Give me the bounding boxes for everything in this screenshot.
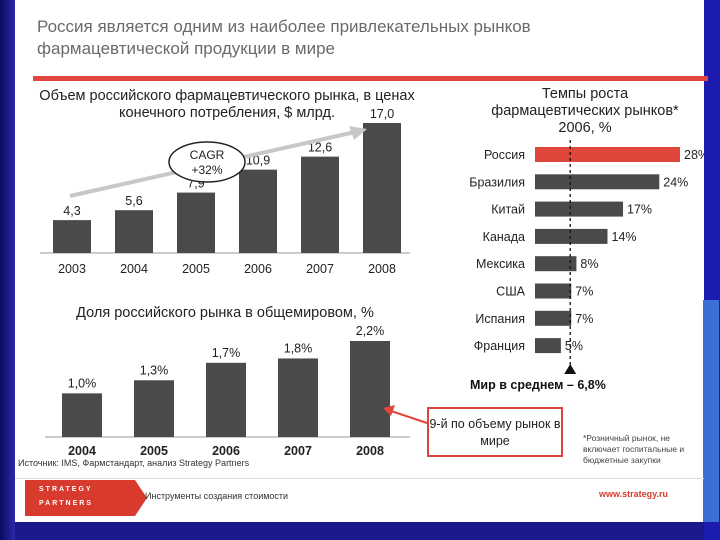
- chart3-value-label: 28%: [684, 148, 704, 162]
- chart2-value-label: 2,2%: [356, 324, 385, 338]
- chart2-bar: [206, 362, 246, 437]
- chart1-category-label: 2004: [120, 262, 148, 276]
- chart1-value-label: 4,3: [63, 204, 80, 218]
- chart2-bar: [278, 358, 318, 437]
- chart3-category-label: Бразилия: [469, 175, 525, 189]
- source-note: Источник: IMS, Фармстандарт, анализ Stra…: [18, 458, 250, 468]
- chart3-value-label: 7%: [575, 312, 593, 326]
- chart2-bar: [62, 393, 102, 437]
- chart2-value-label: 1,7%: [212, 346, 241, 360]
- chart2-value-label: 1,3%: [140, 363, 169, 377]
- footnote: *Розничный рынок, не включает госпитальн…: [583, 433, 685, 465]
- chart2-category-label: 2007: [284, 444, 312, 458]
- chart3-bar: [535, 256, 577, 272]
- chart2-value-label: 1,0%: [68, 376, 97, 390]
- chart3-value-label: 8%: [580, 257, 598, 271]
- chart1-bar: [239, 169, 277, 253]
- chart2-bar: [350, 341, 390, 437]
- chart3-title: Темпы роста фармацевтических рынков* 200…: [491, 86, 679, 136]
- chart1-value-label: 12,6: [308, 141, 332, 155]
- chart3-category-label: Мексика: [476, 257, 525, 271]
- chart3-reference-marker: [564, 364, 577, 374]
- chart3-category-label: Испания: [475, 312, 525, 326]
- chart3-bar: [535, 201, 624, 217]
- footer: [15, 478, 704, 521]
- chart3-bar: [535, 338, 561, 354]
- chart1-bar: [363, 123, 401, 253]
- chart3-value-label: 7%: [575, 285, 593, 299]
- chart2-category-label: 2008: [356, 444, 384, 458]
- logo-arrow: [135, 480, 147, 516]
- chart2-bar: [134, 380, 174, 437]
- cagr-label-line2: +32%: [191, 163, 222, 177]
- chart1-bar: [53, 220, 91, 253]
- chart3-bar: [535, 228, 608, 244]
- logo-line1: STRATEGY: [39, 486, 93, 493]
- cagr-label-line1: CAGR: [190, 148, 225, 162]
- footer-text: Инструменты создания стоимости: [145, 491, 289, 501]
- chart3-category-label: Россия: [484, 148, 525, 162]
- chart3-value-label: 17%: [627, 203, 652, 217]
- chart3-value-label: 14%: [612, 230, 637, 244]
- chart3-category-label: Канада: [483, 230, 525, 244]
- cagr-ellipse: [168, 141, 246, 183]
- chart3-value-label: 24%: [663, 175, 688, 189]
- chart2-category-label: 2004: [68, 444, 96, 458]
- chart1-category-label: 2005: [182, 262, 210, 276]
- callout-box: 9-й по объему рынок в мире: [427, 407, 563, 457]
- chart1-category-label: 2003: [58, 262, 86, 276]
- chart1-svg: 4,320035,620047,9200510,9200612,6200717,…: [40, 107, 704, 458]
- logo-line2: PARTNERS: [39, 500, 93, 507]
- title-rule: [33, 76, 708, 81]
- slide: Россия является одним из наиболее привле…: [15, 0, 719, 522]
- chart1-value-label: 17,0: [370, 107, 394, 121]
- logo: STRATEGY PARTNERS: [25, 480, 135, 516]
- chart3-bar: [535, 310, 572, 326]
- chart1-trend-arrowhead: [349, 126, 367, 140]
- chart1-category-label: 2007: [306, 262, 334, 276]
- chart1-bar: [115, 210, 153, 253]
- chart3-category-label: Китай: [491, 203, 525, 217]
- chart1-value-label: 5,6: [125, 194, 142, 208]
- chart2-title: Доля российского рынка в общемировом, %: [76, 305, 374, 321]
- chart2-value-label: 1,8%: [284, 341, 313, 355]
- callout-arrowhead: [383, 405, 395, 416]
- chart1-title: Объем российского фармацевтического рынк…: [39, 88, 415, 121]
- chart3-category-label: США: [496, 285, 525, 299]
- chart1-bar: [177, 192, 215, 253]
- chart1-bar: [301, 156, 339, 253]
- left-sidebar: [0, 0, 15, 540]
- chart3-bar: [535, 174, 660, 190]
- chart3-category-label: Франция: [474, 339, 525, 353]
- slide-title: Россия является одним из наиболее привле…: [37, 17, 531, 58]
- chart1-category-label: 2008: [368, 262, 396, 276]
- world-average-label: Мир в среднем – 6,8%: [470, 378, 606, 392]
- callout-arrow: [390, 410, 428, 424]
- decorative-band: [703, 300, 719, 522]
- chart3-bar: [535, 147, 680, 162]
- chart3-value-label: 5%: [565, 339, 583, 353]
- bottom-bar: [15, 522, 704, 540]
- chart3-bar: [535, 283, 572, 299]
- chart2-category-label: 2005: [140, 444, 168, 458]
- chart2-category-label: 2006: [212, 444, 240, 458]
- chart1-category-label: 2006: [244, 262, 272, 276]
- footer-url[interactable]: www.strategy.ru: [599, 489, 669, 499]
